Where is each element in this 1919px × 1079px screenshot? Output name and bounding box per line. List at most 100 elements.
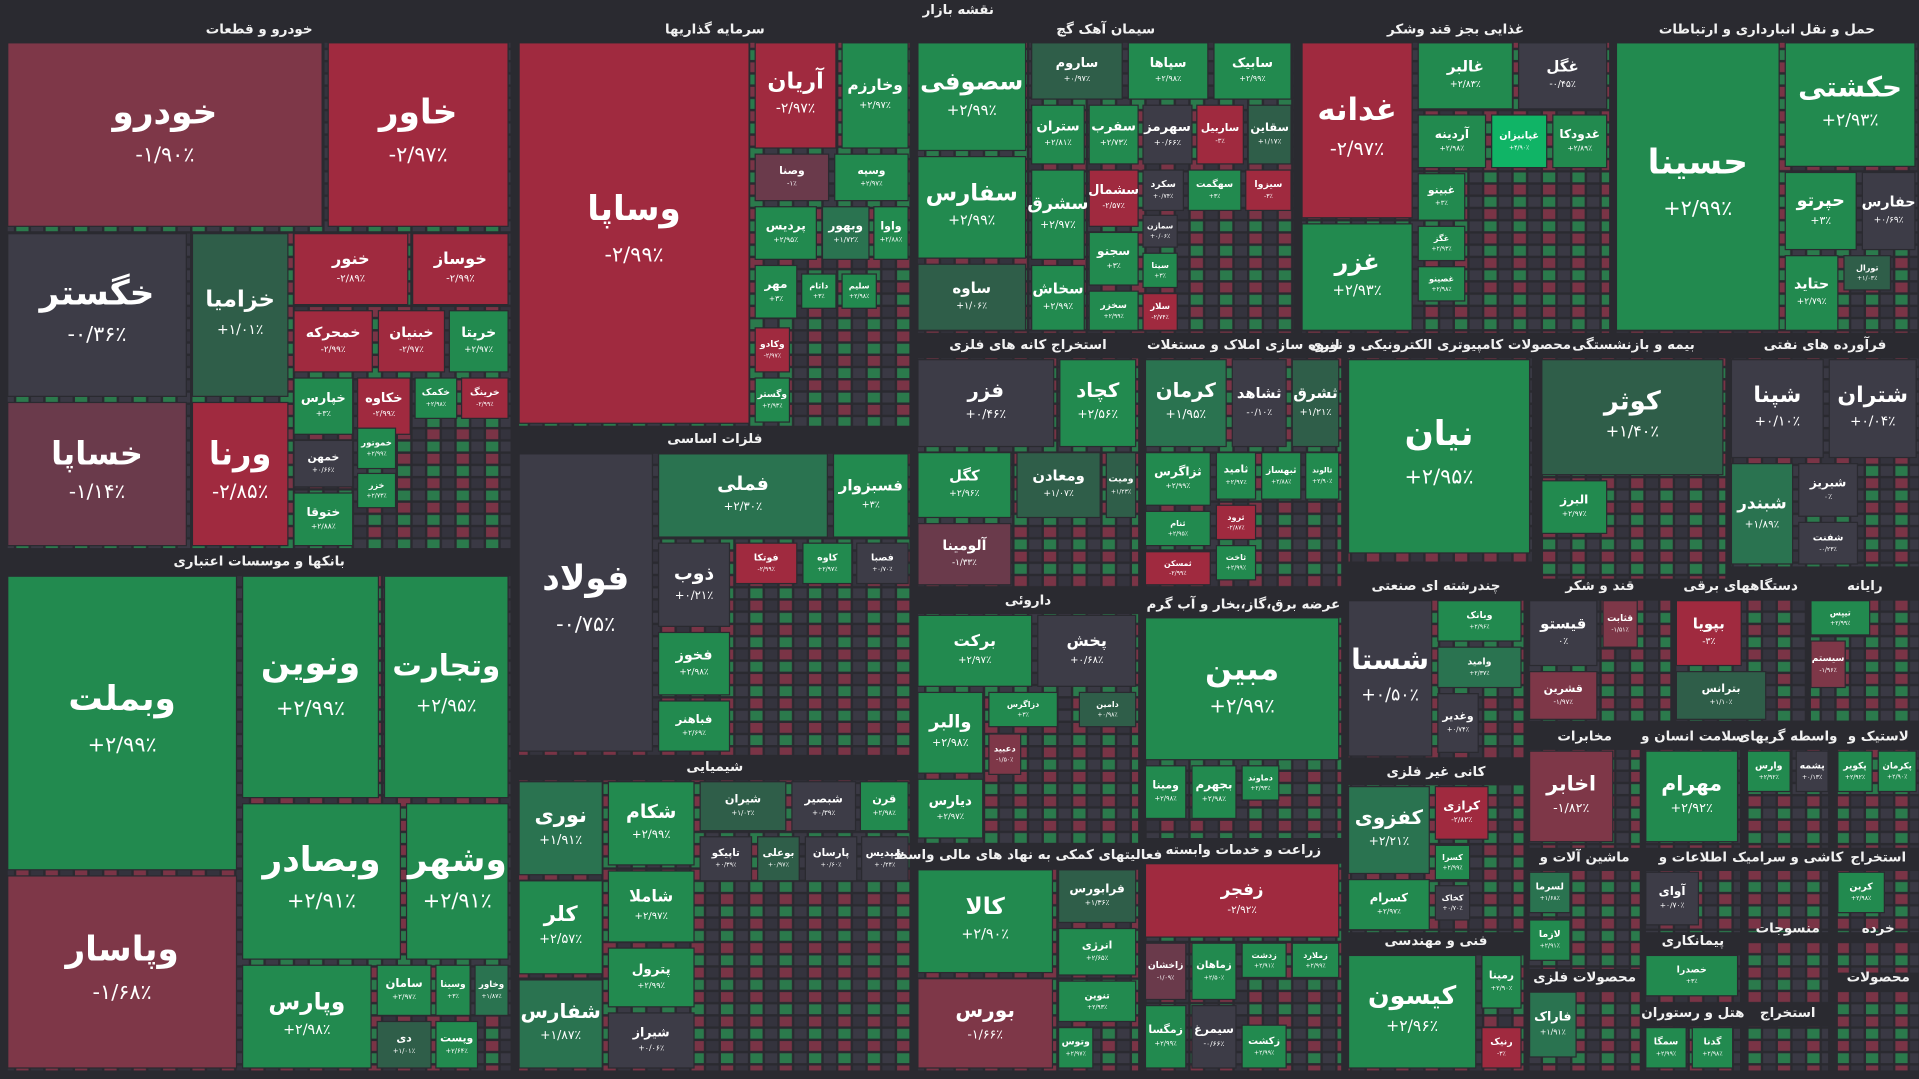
- tile: وتجارت +۲/۹۵٪: [383, 575, 509, 799]
- sector: اطلاعات و آوای +۰/۷۰٪: [1645, 851, 1741, 933]
- tile-box: [1784, 255, 1839, 331]
- tile-name: واوا: [880, 219, 901, 232]
- tile-box: [1541, 359, 1724, 476]
- tile-box: [1078, 691, 1137, 728]
- tile-box: [405, 803, 509, 960]
- tile-name: قیستو: [1539, 615, 1586, 632]
- tile-box: [1105, 452, 1137, 519]
- tile: شستا +۰/۵۰٪: [1347, 600, 1433, 757]
- tile-change: +۲/۹۸٪: [426, 401, 446, 408]
- tile: شیران +۱/۰۲٪: [699, 781, 787, 832]
- tile: کلر +۲/۵۷٪: [518, 880, 603, 975]
- tile: گدنا +۲/۹۸٪: [1691, 1027, 1734, 1069]
- tile-name: سیزوا: [1254, 179, 1282, 190]
- tile-change: +۲/۹۹٪: [88, 732, 157, 756]
- tile-name: آوای: [1659, 883, 1687, 899]
- tile-change: +۲/۹۳٪: [1250, 785, 1270, 792]
- tile: شبصیر +۰/۳۹٪: [791, 781, 857, 832]
- tile: سجنو +۳٪: [1088, 231, 1139, 286]
- tile-change: -۱/۰۹٪: [1157, 974, 1174, 981]
- tile-box: [988, 733, 1022, 775]
- tile-box: [607, 947, 695, 1008]
- sector: کانی غیر فلزی کفزوی +۲/۲۱٪ کرازی -۲/۸۲٪ کسرام…: [1347, 765, 1524, 933]
- tile-box: [1191, 942, 1237, 1001]
- tile-name: زکشت: [1248, 1036, 1280, 1047]
- tile: آردینه +۲/۹۸٪: [1417, 114, 1487, 169]
- tile-change: ۰٪: [1558, 636, 1568, 647]
- tile-name: زملارد: [1303, 951, 1328, 961]
- sector-title: مخابرات: [1557, 729, 1612, 744]
- tile-change: +۱/۰۷٪: [1043, 488, 1074, 499]
- tile-change: +۰/۶۶٪: [312, 466, 335, 474]
- tile: نوری +۱/۹۱٪: [518, 781, 603, 876]
- tile-name: سهگمت: [1196, 178, 1233, 190]
- tile: سهرمز +۰/۶۶٪: [1142, 104, 1193, 165]
- sector: عرضه برق،گاز،بخار و آب گرم مبین +۲/۹۹٪ ومین…: [1144, 595, 1342, 838]
- tile-box: [1144, 359, 1227, 448]
- tile-change: +۱/۲۱٪: [1300, 407, 1332, 418]
- tile-change: +۲/۹۶٪: [1386, 1016, 1438, 1035]
- tile-name: کسرام: [1370, 890, 1409, 905]
- tile-name: خنور: [331, 249, 370, 268]
- tile: سیزوا -۳٪: [1245, 169, 1292, 212]
- tile-change: +۲/۹۹٪: [948, 213, 995, 229]
- tile-name: ساربیل: [1201, 121, 1239, 134]
- tile-box: [1247, 104, 1292, 165]
- tile-box: [1301, 42, 1413, 219]
- tile-box: [1088, 231, 1139, 286]
- tile: کوثر +۱/۴۰٪: [1541, 359, 1724, 476]
- tile-change: -۰/۶۶٪: [1204, 1039, 1225, 1048]
- tile: سصوفی +۲/۹۹٪: [917, 42, 1027, 152]
- tile-box: [657, 631, 731, 696]
- sector-title: لاستیک و: [1847, 729, 1909, 744]
- tile-change: +۰/۷۰٪: [1660, 901, 1685, 910]
- tile-name: شستا: [1351, 643, 1429, 676]
- tile: وبهور+۱/۷۲٪: [821, 206, 870, 260]
- sector-title: عرضه برق،گاز،بخار و آب گرم: [1147, 595, 1341, 612]
- tile: حتاید +۲/۷۹٪: [1784, 255, 1839, 331]
- tile: والبر +۲/۹۸٪: [917, 691, 984, 774]
- tile: ثبهساز +۲/۸۸٪: [1261, 452, 1302, 500]
- sector: هتل و رستوران سمگا +۲/۹۹٪ گدنا +۲/۹۸٪: [1641, 1006, 1744, 1071]
- tile-change: +۰/۰۴٪: [1850, 413, 1896, 429]
- tile-change: +۲/۹۸٪: [932, 736, 969, 749]
- tile-change: +۲/۸۹٪: [1567, 143, 1592, 152]
- tile-name: مهرام: [1661, 772, 1722, 796]
- tile-box: [657, 453, 828, 538]
- tile-box: [1142, 214, 1178, 248]
- tile: وصنا -۱٪: [754, 153, 830, 202]
- tile-change: +۲/۷۳٪: [366, 493, 386, 500]
- sector-title: حمل و نقل انبارداری و ارتباطات: [1659, 22, 1875, 37]
- tile-change: +۲/۹۹٪: [1103, 313, 1123, 320]
- tile: خمهن +۰/۶۶٪: [293, 439, 354, 488]
- tile-name: سفارس: [926, 181, 1018, 207]
- tile-name: کیسون: [1368, 980, 1457, 1011]
- tile-change: +۲/۹۹٪: [1254, 1049, 1274, 1056]
- tile-name: خودرو: [111, 92, 218, 132]
- tile: کیسون +۲/۹۶٪: [1347, 954, 1477, 1069]
- tile-change: +۰/۵۰٪: [1361, 686, 1419, 706]
- tile-box: [1088, 290, 1139, 331]
- tile: فملی +۲/۳۰٪: [657, 453, 828, 538]
- tile-change: +۰/۷۰٪: [872, 566, 892, 573]
- tile: سشمال -۲/۵۷٪: [1088, 169, 1139, 227]
- tile-name: سصوفی: [920, 68, 1023, 96]
- tile: وبانک +۲/۹۶٪: [1437, 600, 1522, 642]
- tile-name: شکام: [626, 802, 676, 823]
- sector: مخابرات اخابر -۱/۸۲٪: [1528, 729, 1640, 848]
- sector-title: خودرو و قطعات: [206, 22, 313, 37]
- tile: وپارس +۲/۹۸٪: [242, 964, 372, 1069]
- tile-box: [377, 310, 446, 373]
- tile: فولاد -۰/۷۵٪: [518, 453, 654, 752]
- tile-name: پترول: [632, 963, 671, 978]
- tile-name: سشمال: [1088, 183, 1139, 198]
- tile-change: -۳٪: [1497, 1050, 1506, 1057]
- tile-name: پکویر: [1842, 761, 1866, 771]
- tile-box: [7, 42, 323, 227]
- tile-name: حفارس: [1862, 194, 1916, 210]
- tile-box: [1798, 463, 1859, 517]
- tile-name: شبندر: [1736, 492, 1786, 512]
- tile-box: [1645, 1027, 1687, 1069]
- tile-box: [1798, 521, 1859, 565]
- tile-change: +۲/۹۵٪: [773, 235, 798, 244]
